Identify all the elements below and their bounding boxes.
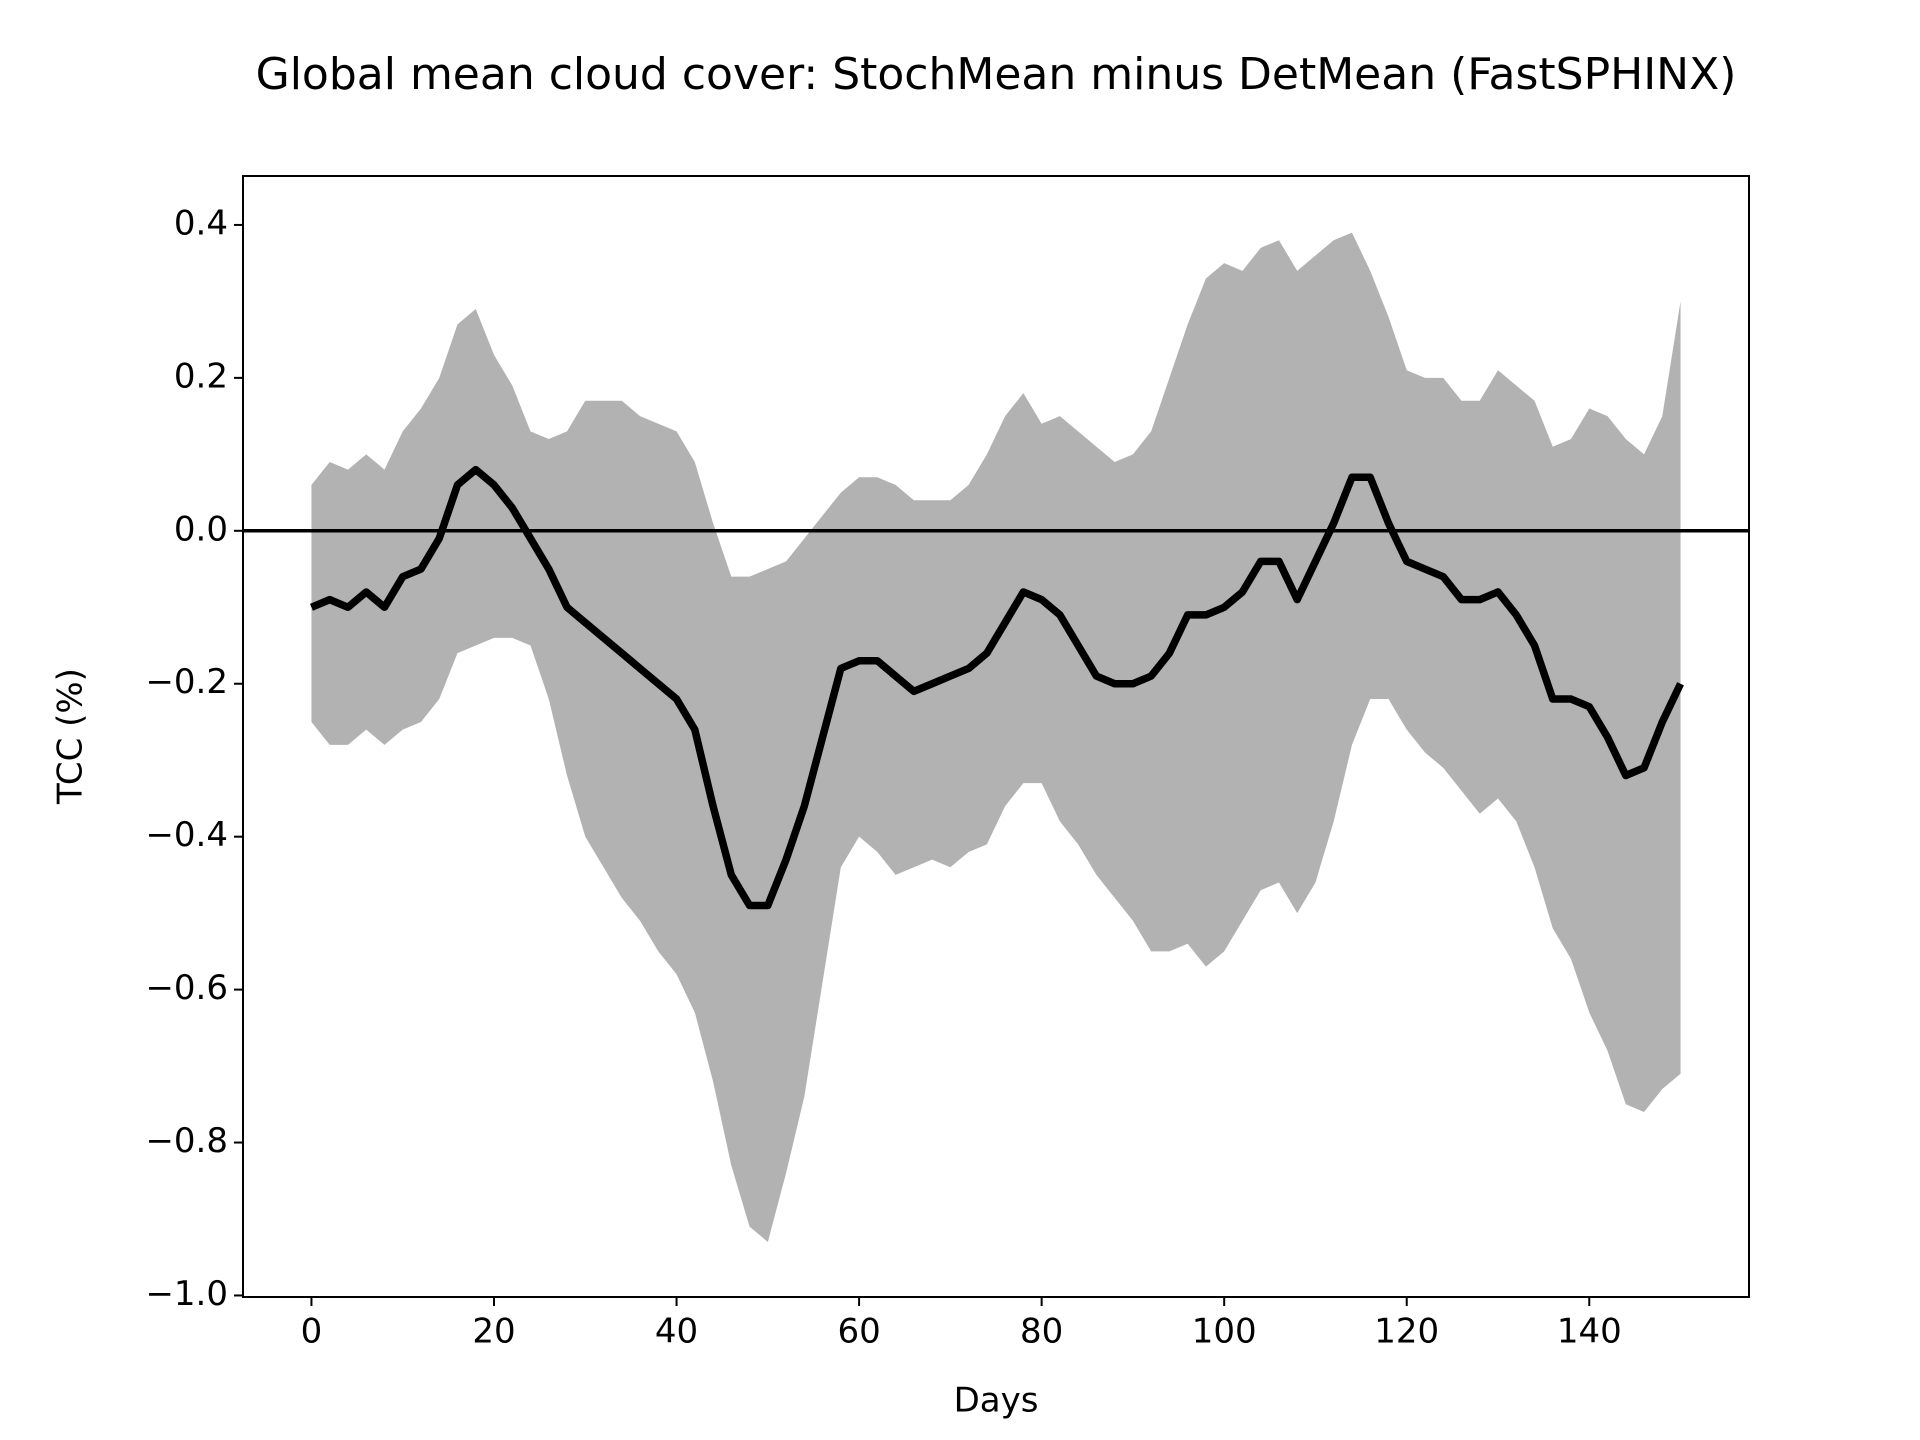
plot-frame	[242, 175, 1750, 1298]
y-tick-label: −0.6	[145, 968, 228, 1008]
x-tick-label: 60	[837, 1312, 880, 1352]
y-tick-label: −0.2	[145, 662, 228, 702]
y-tick-label: 0.2	[174, 356, 228, 396]
y-tick-label: −1.0	[145, 1274, 228, 1314]
x-tick-label: 20	[472, 1312, 515, 1352]
x-tick-label: 0	[301, 1312, 323, 1352]
chart-title: Global mean cloud cover: StochMean minus…	[256, 49, 1737, 100]
y-tick-label: 0.0	[174, 509, 228, 549]
x-axis-label: Days	[954, 1381, 1039, 1421]
x-tick-label: 120	[1374, 1312, 1439, 1352]
x-tick-label: 80	[1020, 1312, 1063, 1352]
y-tick-label: −0.8	[145, 1121, 228, 1161]
y-tick-label: −0.4	[145, 815, 228, 855]
spread-band	[311, 232, 1681, 1242]
mean-line	[310, 465, 1684, 910]
y-axis-label: TCC (%)	[51, 668, 91, 805]
y-tick-label: 0.4	[174, 203, 228, 243]
x-tick-label: 40	[655, 1312, 698, 1352]
x-tick-label: 140	[1557, 1312, 1622, 1352]
x-tick-label: 100	[1192, 1312, 1257, 1352]
